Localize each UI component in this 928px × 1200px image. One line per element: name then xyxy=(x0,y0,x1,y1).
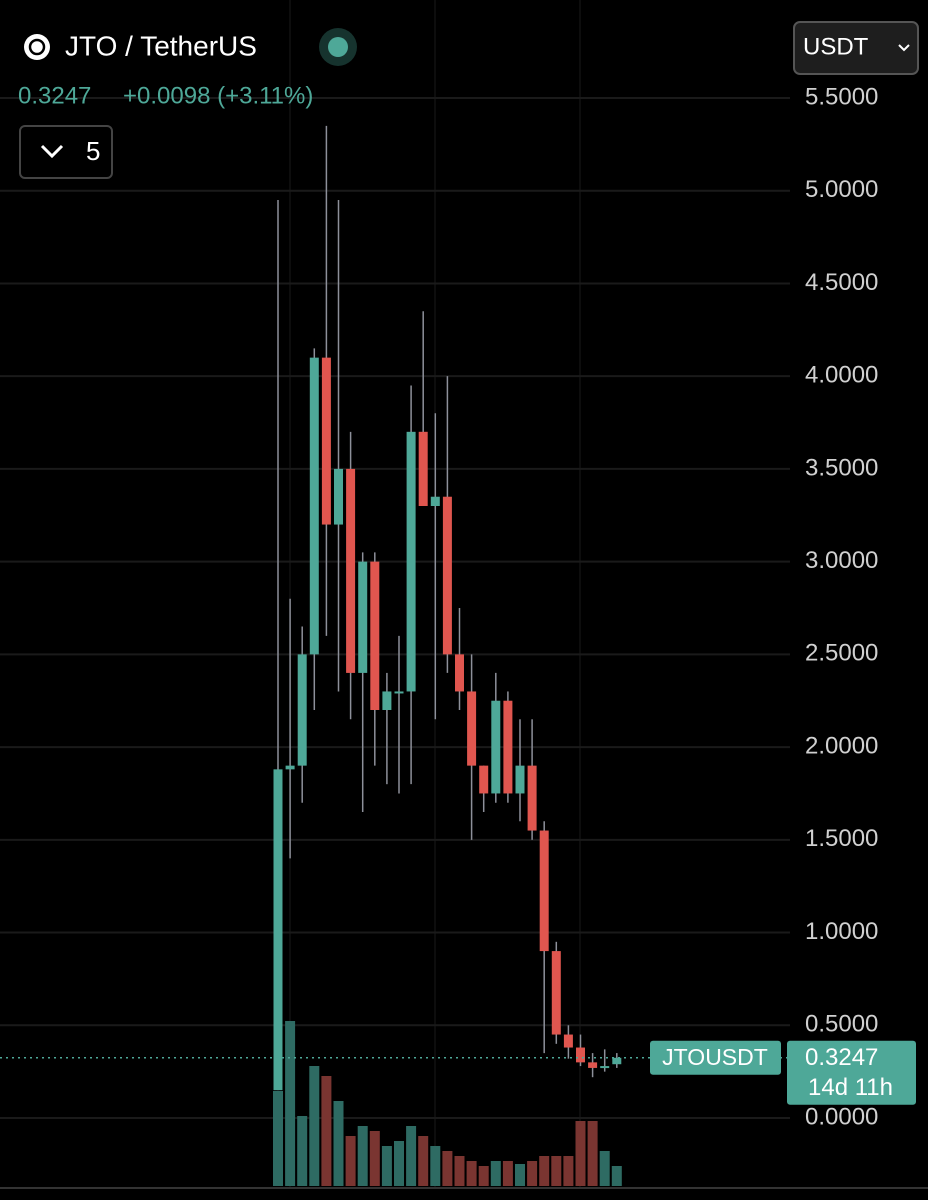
y-tick-label: 3.0000 xyxy=(805,547,878,574)
candle-body xyxy=(297,654,307,766)
candle-body xyxy=(479,765,489,794)
currency-label: USDT xyxy=(803,33,869,60)
volume-bar xyxy=(563,1156,574,1186)
volume-bar xyxy=(478,1166,489,1186)
y-tick-label: 1.0000 xyxy=(805,918,878,945)
candle-body xyxy=(406,431,416,692)
volume-bar xyxy=(357,1126,368,1186)
grid xyxy=(0,0,790,1188)
volume-bar xyxy=(297,1116,308,1186)
symbol-tag-label: JTOUSDT xyxy=(662,1044,768,1070)
y-tick-label: 0.5000 xyxy=(805,1011,878,1038)
volume-bar xyxy=(466,1161,477,1186)
candle-body xyxy=(467,691,477,766)
candle-body xyxy=(600,1066,610,1069)
volume-bar xyxy=(490,1161,501,1186)
volume-bar xyxy=(551,1156,562,1186)
currency-select[interactable] xyxy=(793,21,919,75)
y-tick-label: 4.0000 xyxy=(805,362,878,389)
candle-body xyxy=(563,1034,573,1048)
volume-bar xyxy=(599,1151,610,1186)
y-tick-label: 4.5000 xyxy=(805,269,878,296)
volume-bar xyxy=(587,1121,598,1186)
candle-body xyxy=(527,765,537,831)
chevron xyxy=(40,144,64,159)
candle-body xyxy=(442,496,452,655)
header-change: +0.0098 (+3.11%) xyxy=(123,82,313,109)
candle-body xyxy=(334,468,343,525)
volume-bar xyxy=(321,1076,332,1186)
indicator-toggle[interactable] xyxy=(19,125,113,179)
candle-body xyxy=(418,431,428,506)
volume-bar xyxy=(394,1141,404,1186)
candle-body xyxy=(321,357,331,525)
candle-body xyxy=(503,700,513,794)
y-axis: 0.0000 0.5000 1.0000 1.5000 2.0000 2.5000 3.00… xyxy=(650,83,916,1130)
candle-body xyxy=(430,496,440,506)
price-tag xyxy=(787,1040,916,1105)
y-tick-label: 2.0000 xyxy=(805,732,878,759)
y-tick-label: 5.5000 xyxy=(805,83,878,110)
volume-bar xyxy=(527,1161,538,1186)
candle-body xyxy=(358,561,368,673)
candle-body xyxy=(551,951,561,1035)
symbol-tag xyxy=(650,1040,781,1075)
volume-bar xyxy=(381,1146,392,1186)
countdown-label: 14d 11h xyxy=(808,1074,893,1101)
volume-bar xyxy=(539,1156,550,1186)
candle-body xyxy=(285,765,295,770)
candle-body xyxy=(515,765,525,794)
y-tick-label: 3.5000 xyxy=(805,454,878,481)
volume-bar xyxy=(345,1136,356,1186)
volume-bar xyxy=(611,1166,622,1186)
y-tick-label: 2.5000 xyxy=(805,640,878,667)
header-price: 0.3247 xyxy=(18,82,91,109)
volume-bar xyxy=(418,1136,429,1186)
volume-bar xyxy=(285,1021,296,1186)
candle-body xyxy=(576,1047,585,1063)
candle-body xyxy=(612,1057,622,1065)
volume-bar xyxy=(442,1151,453,1186)
candle-body xyxy=(382,691,392,710)
candle-body xyxy=(588,1062,598,1068)
volume-bar xyxy=(502,1161,513,1186)
candle-body xyxy=(539,830,549,952)
indicator-count: 5 xyxy=(86,136,100,166)
candle-body xyxy=(455,654,464,692)
candle-body xyxy=(394,691,404,694)
chevron xyxy=(898,44,910,52)
volume-bar xyxy=(309,1066,320,1186)
y-tick-label: 0.0000 xyxy=(805,1103,878,1130)
symbol-icon xyxy=(24,34,50,60)
volume-bar xyxy=(430,1146,441,1186)
candle-body xyxy=(370,561,380,710)
symbol-icon-inner xyxy=(28,38,46,56)
candle-body xyxy=(309,357,319,655)
volume-bar xyxy=(369,1131,380,1186)
candle-body xyxy=(346,468,356,673)
y-tick-label: 1.5000 xyxy=(805,825,878,852)
volume-bar xyxy=(575,1121,586,1186)
volume-bar xyxy=(333,1101,344,1186)
status-dot xyxy=(328,37,348,57)
volume-bar xyxy=(454,1156,465,1186)
candle-body xyxy=(491,700,501,794)
price-tag-label: 0.3247 xyxy=(805,1044,878,1071)
plot xyxy=(0,125,790,1186)
volume-bar xyxy=(515,1164,525,1186)
volume-bar xyxy=(273,1091,283,1186)
y-tick-label: 5.0000 xyxy=(805,176,878,203)
candle-body xyxy=(273,769,283,1091)
volume-bar xyxy=(406,1126,417,1186)
symbol-title: JTO / TetherUS xyxy=(65,30,257,61)
